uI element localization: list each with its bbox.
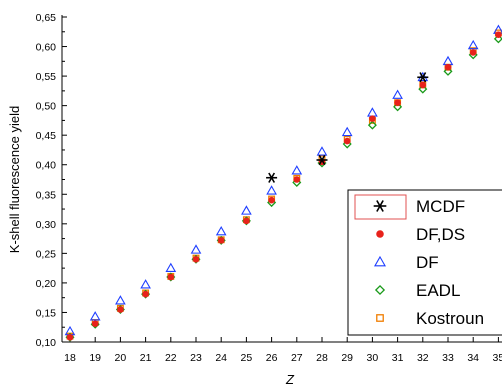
x-tick-label: 22 [165,352,177,364]
legend-marker-df [373,255,387,267]
data-point-df-ds [444,63,452,71]
x-tick-label: 20 [115,352,127,364]
x-tick-label: 24 [215,352,227,364]
y-tick-label: 0,65 [36,12,57,24]
legend-box [347,189,502,336]
x-tick-label: 34 [467,352,479,364]
y-tick-label: 0,60 [36,42,57,54]
legend-label: MCDF [416,197,465,216]
data-point-df-ds [343,137,351,145]
data-point-df [367,107,378,117]
x-tick-label: 31 [392,352,404,364]
x-tick-label: 25 [241,352,253,364]
data-point-df-ds [469,49,477,56]
data-point-df [215,225,227,236]
plot-area: 18 19 20 21 22 23 24 25 26 27 28 29 30 31 32 33 34 35 0,1… [36,12,502,364]
x-tick-label: 26 [266,352,278,364]
data-point-df [165,262,177,272]
legend-marker-mcdf [373,200,387,212]
data-point-df-ds [167,273,175,281]
x-tick-label: 27 [291,352,303,364]
data-point-eadl [443,66,453,76]
data-point-df [190,244,202,254]
data-point-df-ds [369,115,376,122]
y-tick-label: 0,30 [36,219,57,231]
y-tick-label: 0,20 [36,278,57,290]
data-point-eadl [393,102,403,112]
x-ticks: 18 19 20 21 22 23 24 25 26 27 28 29 30 31 32 33 34 35 [64,337,502,364]
legend: MCDF DF,DS DF EADL Kostroun [347,189,502,336]
x-tick-label: 21 [140,352,152,364]
y-ticks: 0,10 0,15 0,20 0,25 0,30 0,35 0,40 0,45 0,50 0,55… [36,12,67,349]
x-tick-label: 33 [442,352,454,364]
data-point-df-ds [268,196,275,204]
data-point-df [140,279,151,289]
data-point-mcdf [316,154,328,166]
data-point-df-ds [192,255,200,263]
data-point-df-ds [117,306,124,313]
data-point-df [291,165,303,175]
data-point-df-ds [91,320,99,327]
x-tick-label: 18 [64,352,76,364]
data-point-eadl [493,34,502,44]
legend-marker-kostroun [376,314,384,322]
data-markers [64,24,502,342]
legend-label: DF,DS [416,225,465,244]
y-tick-label: 0,50 [36,101,57,113]
data-point-df-ds [243,217,250,225]
data-point-df-ds [66,333,74,341]
y-tick-label: 0,40 [36,160,57,172]
data-point-df [341,126,353,137]
data-point-df [89,311,101,321]
x-tick-label: 29 [341,352,353,364]
x-axis-title: Z [285,372,295,387]
x-tick-label: 32 [417,352,429,364]
legend-label: Kostroun [416,309,484,328]
x-tick-label: 30 [367,352,379,364]
data-point-df-ds [293,176,301,183]
data-point-df [442,55,454,66]
y-tick-label: 0,55 [36,71,57,83]
legend-label: DF [416,253,439,272]
data-point-df [115,295,126,305]
y-tick-label: 0,25 [36,248,57,260]
legend-highlight-box [354,194,407,220]
data-point-mcdf [417,72,429,83]
data-point-df-ds [495,31,502,39]
data-point-df [392,89,403,99]
y-tick-label: 0,15 [36,307,57,319]
data-point-eadl [418,84,428,94]
legend-marker-eadl [374,284,386,296]
data-point-df-ds [217,237,225,244]
data-point-df [467,39,479,50]
data-point-df-ds [419,81,427,89]
y-axis-title: K-shell fluorescence yield [7,106,22,253]
data-point-mcdf [266,172,278,183]
y-tick-label: 0,10 [36,337,57,349]
x-tick-label: 28 [316,352,328,364]
data-point-df-ds [142,290,149,298]
legend-marker-df-ds [376,230,384,238]
x-tick-label: 35 [493,352,502,364]
x-tick-label: 23 [190,352,202,364]
data-point-df [241,205,252,215]
data-point-df [266,185,277,195]
data-point-df-ds [394,99,401,106]
x-tick-label: 19 [89,352,101,364]
data-point-eadl [367,120,377,130]
data-point-df [316,146,328,156]
legend-label: EADL [416,281,460,300]
y-tick-label: 0,35 [36,189,57,201]
y-tick-label: 0,45 [36,130,57,142]
